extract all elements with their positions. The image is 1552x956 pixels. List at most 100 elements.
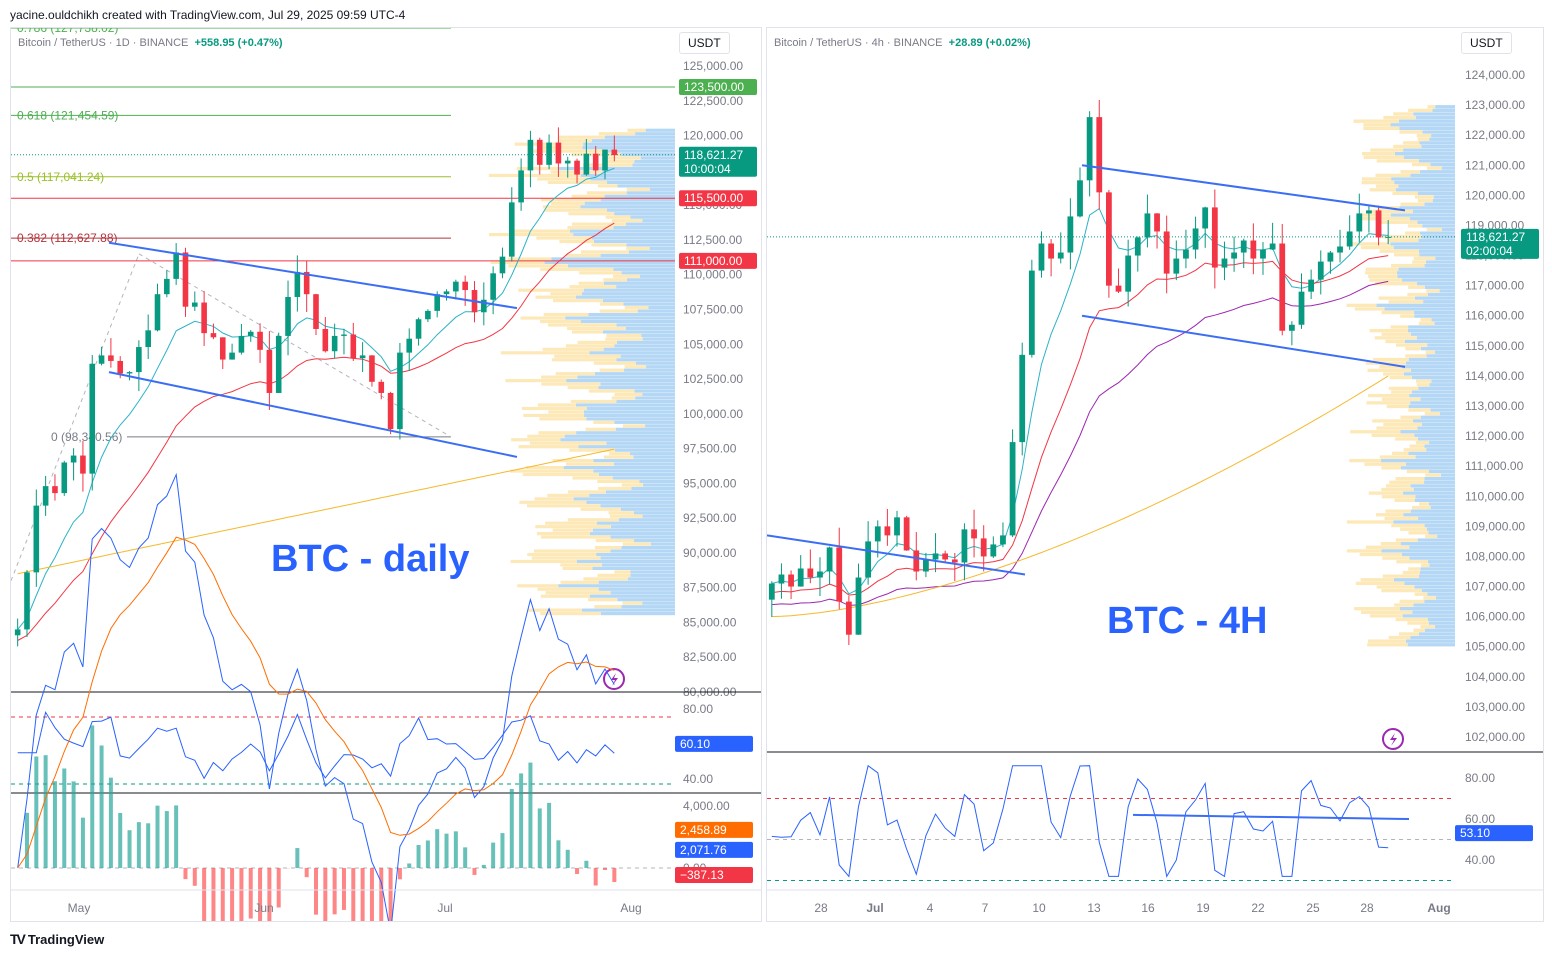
- volume-profile-bar-down: [522, 472, 599, 477]
- candle-body: [453, 281, 459, 292]
- volume-profile-bar-down: [540, 594, 590, 598]
- price-tag: 115,500.00: [684, 191, 743, 205]
- volume-profile-bar-up: [1403, 155, 1455, 159]
- candle-body: [238, 335, 245, 353]
- volume-profile-bar-down: [1425, 534, 1438, 539]
- price-axis-label: 109,000.00: [1465, 519, 1525, 533]
- volume-profile-bar-up: [630, 570, 675, 574]
- volume-profile-bar-up: [1415, 455, 1455, 459]
- volume-profile-bar-up: [598, 580, 675, 584]
- macd-histogram-bar: [43, 755, 48, 868]
- volume-profile-bar-down: [566, 462, 614, 466]
- daily-chart-svg[interactable]: 125,000.00122,500.00120,000.00117,500.00…: [11, 28, 761, 921]
- volume-profile-bar-down: [536, 532, 590, 536]
- macd-histogram-bar: [62, 768, 67, 868]
- volume-profile-bar-up: [1418, 159, 1455, 163]
- volume-profile-bar-down: [1379, 365, 1402, 369]
- volume-profile-bar-down: [1346, 520, 1394, 524]
- volume-profile-bar-up: [1420, 170, 1455, 174]
- volume-profile-bar-up: [642, 219, 675, 223]
- volume-profile-bar-up: [1425, 260, 1455, 264]
- macd-histogram-bar: [360, 868, 365, 921]
- volume-profile-bar-down: [585, 427, 616, 431]
- volume-profile-bar-down: [552, 528, 593, 532]
- volume-profile-bar-down: [1376, 585, 1415, 589]
- candle-body: [126, 372, 133, 374]
- time-axis-label: Aug: [620, 901, 641, 915]
- volume-profile-bar-down: [568, 490, 606, 494]
- volume-profile-bar-up: [1423, 300, 1455, 304]
- volume-profile-bar-down: [1416, 133, 1432, 138]
- 4h-chart-panel[interactable]: Bitcoin / TetherUS · 4h · BINANCE +28.89…: [766, 27, 1544, 922]
- candle-body: [201, 302, 207, 334]
- 4h-chart-svg[interactable]: 124,000.00 123,000.00 122,000.00 121,000.00…: [767, 28, 1543, 921]
- volume-profile-bar-down: [1369, 278, 1403, 282]
- candle-body: [845, 601, 852, 635]
- candle-body: [592, 153, 599, 171]
- volume-profile-bar-down: [597, 184, 618, 188]
- volume-profile-bar-down: [580, 507, 621, 511]
- macd-histogram-bar: [192, 868, 197, 886]
- volume-profile-bar-up: [649, 187, 675, 191]
- volume-profile-bar-down: [572, 476, 613, 480]
- volume-profile-bar-down: [541, 382, 601, 386]
- volume-profile-bar-down: [611, 219, 643, 223]
- volume-profile-bar-up: [1390, 242, 1455, 246]
- volume-profile-bar-up: [1394, 152, 1455, 156]
- candle-body: [990, 544, 997, 557]
- volume-profile-bar-down: [1375, 282, 1418, 286]
- volume-profile-bar-up: [621, 545, 675, 550]
- volume-profile-bar-up: [626, 191, 675, 195]
- volume-profile-bar-up: [580, 205, 675, 209]
- volume-profile-bar-up: [1424, 628, 1455, 632]
- volume-profile-bar-up: [604, 194, 675, 198]
- volume-profile-bar-up: [583, 142, 675, 146]
- volume-profile-bar-up: [1384, 307, 1455, 311]
- volume-profile-bar-down: [541, 535, 611, 539]
- volume-profile-bar-up: [566, 379, 675, 383]
- volume-profile-bar-down: [568, 212, 615, 216]
- macd-histogram-bar: [603, 868, 608, 871]
- currency-unit-button[interactable]: USDT: [1461, 32, 1512, 54]
- rsi-axis-label: 40.00: [683, 772, 713, 786]
- volume-profile-bar-up: [1418, 516, 1455, 521]
- volume-profile-bar-down: [605, 337, 643, 341]
- candle-body: [378, 381, 385, 393]
- candle-body: [24, 572, 30, 630]
- volume-profile-bar-up: [605, 490, 675, 494]
- volume-profile-bar-up: [1417, 426, 1455, 430]
- currency-unit-button[interactable]: USDT: [679, 32, 730, 54]
- volume-profile-bar-down: [1416, 383, 1430, 387]
- volume-profile-bar-up: [1421, 235, 1455, 239]
- macd-histogram-bar: [341, 868, 346, 910]
- candle-body: [42, 486, 49, 506]
- volume-profile-bar-up: [632, 163, 675, 167]
- daily-chart-panel[interactable]: Bitcoin / TetherUS · 1D · BINANCE +558.9…: [10, 27, 762, 922]
- volume-profile-bar-up: [620, 507, 675, 511]
- volume-profile-bar-down: [626, 246, 650, 251]
- volume-profile-bar-down: [1374, 336, 1417, 340]
- volume-profile-bar-down: [1388, 635, 1411, 640]
- volume-profile-bar-down: [1378, 296, 1415, 300]
- breakout-trend-line: [767, 534, 1026, 576]
- volume-profile-bar-down: [571, 194, 605, 198]
- volume-profile-bar-down: [593, 361, 636, 365]
- volume-profile-bar-up: [1395, 188, 1455, 192]
- volume-profile-bar-up: [614, 344, 675, 348]
- tradingview-logo-icon: TV: [10, 931, 26, 947]
- volume-profile-bar-up: [582, 146, 675, 150]
- volume-profile-bar-down: [1389, 375, 1412, 380]
- volume-profile-bar-up: [614, 420, 675, 424]
- volume-profile-bar-down: [1381, 588, 1422, 593]
- volume-profile-bar-up: [1400, 430, 1455, 434]
- macd-histogram-bar: [90, 725, 95, 868]
- volume-profile-bar-up: [590, 177, 675, 181]
- volume-profile-bar-up: [606, 441, 675, 445]
- time-axis-label: 4: [927, 901, 934, 915]
- volume-profile-bar-down: [1408, 408, 1431, 412]
- volume-profile-bar-down: [1386, 404, 1409, 409]
- candle-body: [98, 355, 105, 364]
- volume-profile-bar-down: [1382, 235, 1422, 239]
- rsi-line: [771, 764, 1389, 878]
- volume-profile-bar-down: [1389, 480, 1425, 484]
